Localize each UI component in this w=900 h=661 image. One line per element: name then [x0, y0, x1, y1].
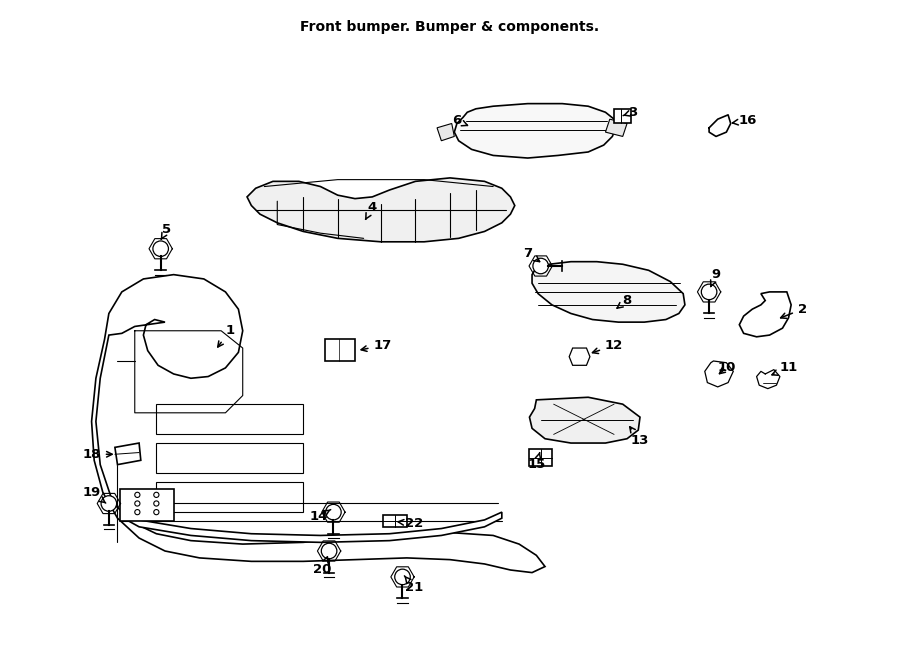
- Circle shape: [395, 569, 410, 585]
- Text: 11: 11: [772, 362, 797, 375]
- Text: 1: 1: [218, 325, 234, 347]
- Text: 7: 7: [523, 247, 540, 262]
- Polygon shape: [115, 443, 140, 465]
- Circle shape: [326, 504, 341, 520]
- Polygon shape: [569, 348, 590, 366]
- Polygon shape: [529, 397, 640, 443]
- Text: 9: 9: [711, 268, 721, 287]
- Text: 22: 22: [398, 517, 423, 530]
- Polygon shape: [92, 274, 545, 572]
- Text: 3: 3: [623, 106, 638, 119]
- Polygon shape: [606, 119, 627, 136]
- Text: Front bumper. Bumper & components.: Front bumper. Bumper & components.: [301, 20, 599, 34]
- Polygon shape: [705, 361, 734, 387]
- Polygon shape: [529, 449, 552, 467]
- Polygon shape: [454, 104, 616, 158]
- Polygon shape: [437, 124, 454, 141]
- Text: 21: 21: [404, 576, 423, 594]
- Text: 2: 2: [780, 303, 807, 319]
- Polygon shape: [247, 178, 515, 242]
- Circle shape: [153, 241, 168, 256]
- Text: 16: 16: [733, 114, 757, 128]
- Text: 20: 20: [313, 557, 331, 576]
- Text: 4: 4: [365, 201, 377, 219]
- Polygon shape: [614, 109, 632, 124]
- Circle shape: [135, 510, 140, 515]
- Circle shape: [154, 492, 159, 498]
- Text: 13: 13: [630, 427, 649, 447]
- Circle shape: [101, 496, 117, 511]
- Polygon shape: [120, 489, 174, 521]
- Circle shape: [533, 258, 548, 274]
- Circle shape: [701, 284, 717, 299]
- Text: 5: 5: [161, 223, 171, 239]
- Text: 19: 19: [83, 486, 106, 503]
- Polygon shape: [123, 512, 502, 543]
- Text: 17: 17: [361, 339, 392, 352]
- Polygon shape: [157, 482, 303, 512]
- Polygon shape: [157, 404, 303, 434]
- Circle shape: [154, 501, 159, 506]
- Polygon shape: [157, 443, 303, 473]
- Text: 18: 18: [83, 447, 112, 461]
- Text: 10: 10: [717, 362, 735, 374]
- Text: 14: 14: [310, 510, 330, 523]
- Circle shape: [321, 543, 337, 559]
- Circle shape: [135, 501, 140, 506]
- Polygon shape: [382, 515, 407, 527]
- Polygon shape: [325, 339, 355, 361]
- Text: 8: 8: [617, 294, 632, 308]
- Circle shape: [154, 510, 159, 515]
- Circle shape: [135, 492, 140, 498]
- Text: 6: 6: [453, 114, 468, 128]
- Text: 15: 15: [527, 453, 545, 471]
- Polygon shape: [739, 292, 791, 337]
- Polygon shape: [532, 262, 685, 322]
- Text: 12: 12: [592, 339, 623, 354]
